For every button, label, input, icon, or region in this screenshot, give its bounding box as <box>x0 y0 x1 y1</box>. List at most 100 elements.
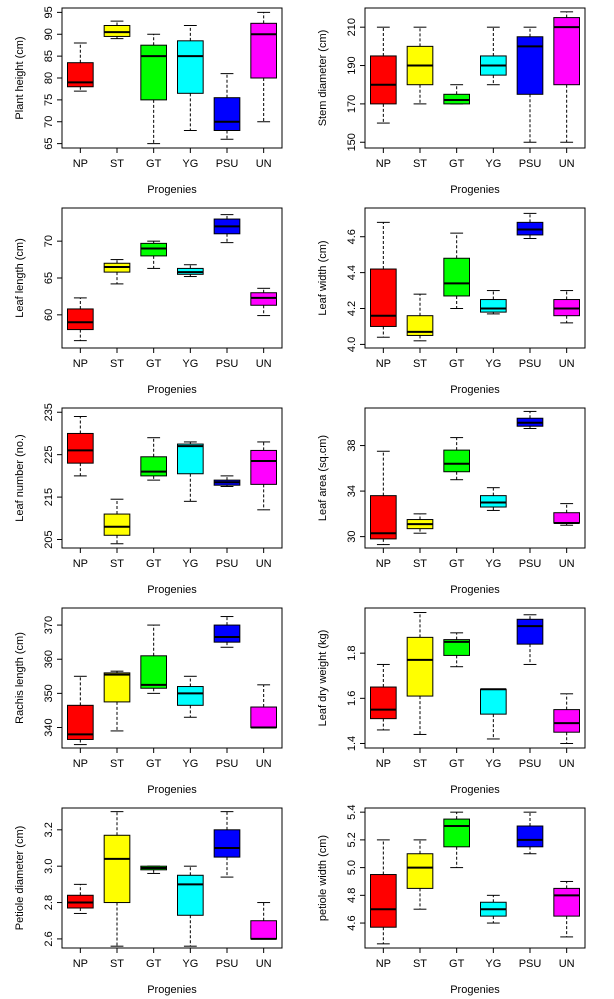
x-axis-label: Progenies <box>147 784 197 796</box>
x-tick-label: YG <box>485 758 501 770</box>
x-tick-label: NP <box>73 958 88 970</box>
x-tick-label: PSU <box>216 558 239 570</box>
box <box>370 874 397 928</box>
plot-frame <box>364 807 586 949</box>
box <box>250 449 277 485</box>
box <box>103 513 131 536</box>
box <box>553 709 580 733</box>
x-axis-label: Progenies <box>450 584 500 596</box>
x-axis-label: Progenies <box>147 384 197 396</box>
plot-frame <box>364 607 586 749</box>
box <box>443 449 471 473</box>
x-tick-label: GT <box>449 958 465 970</box>
y-tick-label: 4.2 <box>346 301 358 316</box>
box <box>177 443 204 475</box>
box <box>480 299 507 313</box>
x-tick-label: PSU <box>519 758 542 770</box>
y-axis-label: Plant height (cm) <box>14 36 26 119</box>
box <box>553 512 580 524</box>
box <box>250 706 277 729</box>
y-tick-label: 5.4 <box>346 805 358 820</box>
y-tick-label: 60 <box>43 309 55 321</box>
x-tick-label: YG <box>485 358 501 370</box>
box <box>67 308 94 331</box>
x-tick-label: NP <box>73 758 88 770</box>
y-tick-label: 2.8 <box>43 895 55 910</box>
box <box>140 242 167 257</box>
plot-frame <box>364 207 586 349</box>
box <box>250 22 277 79</box>
x-tick-label: ST <box>413 558 427 570</box>
x-tick-label: NP <box>376 358 391 370</box>
x-tick-label: NP <box>376 158 391 170</box>
x-tick-label: GT <box>146 958 162 970</box>
x-tick-label: GT <box>146 558 162 570</box>
plot-frame <box>364 7 586 149</box>
x-tick-label: UN <box>559 358 575 370</box>
box <box>67 432 94 464</box>
x-tick-label: NP <box>376 758 391 770</box>
plot-frame <box>61 7 283 149</box>
box <box>480 688 507 715</box>
box <box>370 268 397 327</box>
box <box>103 672 131 703</box>
y-tick-label: 85 <box>43 50 55 62</box>
y-tick-label: 360 <box>43 650 55 668</box>
x-tick-label: YG <box>485 158 501 170</box>
x-axis-label: Progenies <box>450 184 500 196</box>
y-tick-label: 210 <box>346 18 358 36</box>
y-tick-label: 340 <box>43 718 55 736</box>
box <box>177 686 204 706</box>
y-tick-label: 4.6 <box>346 229 358 244</box>
box <box>250 920 277 940</box>
box <box>213 829 241 858</box>
x-tick-label: UN <box>559 558 575 570</box>
box <box>406 315 434 336</box>
y-tick-label: 1.6 <box>346 691 358 706</box>
x-tick-label: YG <box>182 758 198 770</box>
y-tick-label: 215 <box>43 488 55 506</box>
y-tick-label: 5.2 <box>346 832 358 847</box>
x-tick-label: GT <box>146 358 162 370</box>
box <box>370 55 397 105</box>
box <box>140 655 167 689</box>
x-tick-label: UN <box>256 758 272 770</box>
y-tick-label: 70 <box>43 235 55 247</box>
y-tick-label: 65 <box>43 272 55 284</box>
x-tick-label: YG <box>485 958 501 970</box>
x-tick-label: NP <box>73 358 88 370</box>
plot-frame <box>61 607 283 749</box>
x-tick-label: UN <box>559 758 575 770</box>
x-tick-label: GT <box>449 158 465 170</box>
y-tick-label: 30 <box>346 530 358 542</box>
y-axis-label: petiole width (cm) <box>317 835 329 921</box>
box <box>480 495 507 508</box>
x-tick-label: UN <box>559 958 575 970</box>
y-axis-label: Rachis length (cm) <box>14 632 26 724</box>
y-tick-label: 225 <box>43 445 55 463</box>
x-tick-label: ST <box>413 758 427 770</box>
y-tick-label: 2.6 <box>43 931 55 946</box>
y-tick-label: 3.0 <box>43 859 55 874</box>
x-tick-label: NP <box>73 558 88 570</box>
x-tick-label: GT <box>449 758 465 770</box>
x-tick-label: YG <box>182 358 198 370</box>
x-tick-label: GT <box>449 358 465 370</box>
y-tick-label: 38 <box>346 439 358 451</box>
box <box>140 456 167 477</box>
x-tick-label: YG <box>485 558 501 570</box>
x-axis-label: Progenies <box>147 984 197 996</box>
x-tick-label: PSU <box>519 158 542 170</box>
y-tick-label: 4.4 <box>346 265 358 280</box>
x-tick-label: PSU <box>216 958 239 970</box>
plot-frame <box>61 207 283 349</box>
box <box>406 636 434 697</box>
y-tick-label: 350 <box>43 684 55 702</box>
y-tick-label: 205 <box>43 530 55 548</box>
x-tick-label: ST <box>110 558 124 570</box>
y-axis-label: Petiole diameter (cm) <box>14 826 26 931</box>
box <box>177 40 204 94</box>
y-tick-label: 80 <box>43 72 55 84</box>
y-tick-label: 170 <box>346 95 358 113</box>
x-tick-label: ST <box>110 758 124 770</box>
